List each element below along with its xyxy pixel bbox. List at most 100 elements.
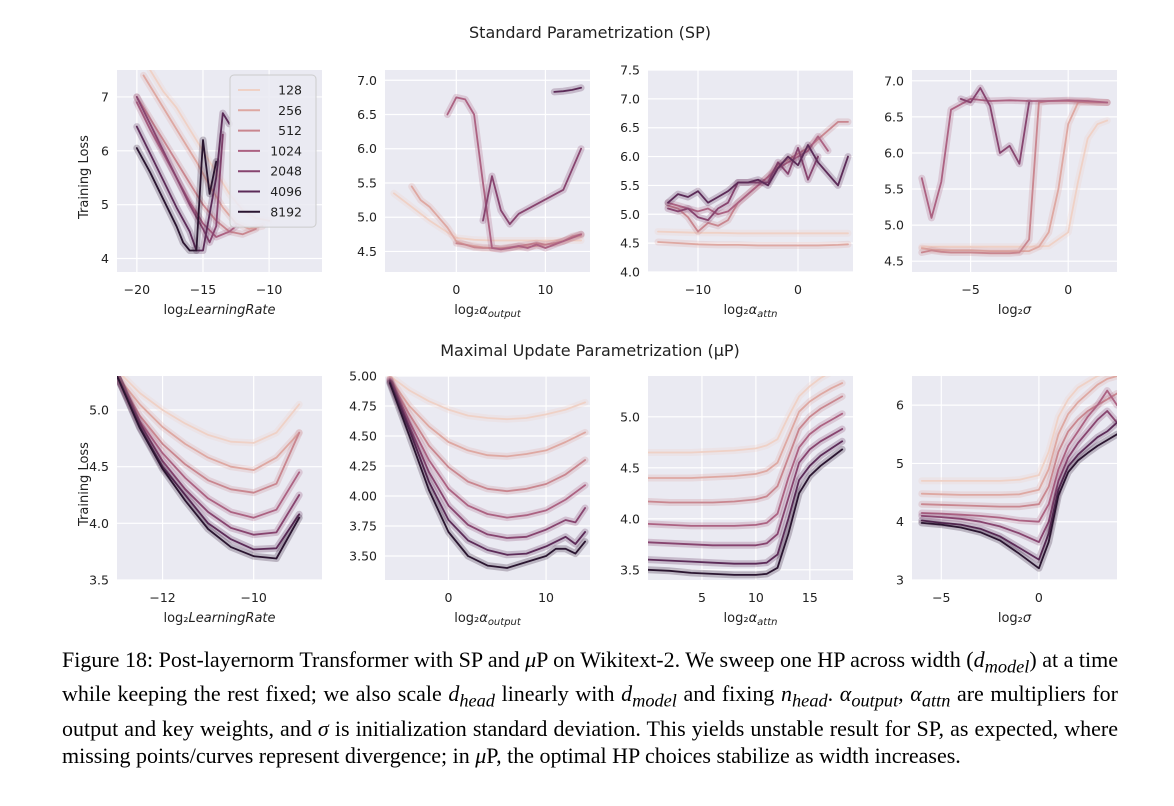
legend-box (229, 74, 317, 228)
legend-label-2048: 2048 (270, 164, 302, 179)
series-line-512 (920, 392, 1117, 508)
x-tick-label: 10 (537, 282, 553, 297)
x-axis-label: log₂σ (998, 303, 1032, 318)
y-tick-label: 3.5 (620, 562, 640, 577)
series-line-128 (920, 376, 1101, 482)
y-tick-label: 5.0 (357, 210, 377, 225)
x-axis-label: log₂αoutput (454, 303, 522, 320)
x-axis-label: log₂LearningRate (163, 611, 275, 626)
series-line-1024 (920, 389, 1117, 523)
caption-text: Figure 18: Post-layernorm Transformer wi… (62, 647, 1118, 768)
y-tick-label: 6.0 (884, 145, 904, 160)
y-tick-label: 4.0 (89, 516, 109, 531)
x-tick-label: 5 (698, 590, 706, 605)
x-tick-label: −10 (685, 282, 711, 297)
y-tick-label: 5.00 (349, 369, 377, 384)
y-tick-label: 6.0 (357, 141, 377, 156)
series-line-1024 (648, 412, 844, 527)
series-line-8192 (135, 139, 218, 252)
series-layer (918, 376, 1117, 572)
x-axis-label: log₂LearningRate (163, 303, 275, 318)
y-tick-label: 7.0 (620, 91, 640, 106)
x-tick-label: 0 (794, 282, 802, 297)
x-tick-label: 15 (802, 590, 818, 605)
series-line-512 (648, 395, 844, 504)
series-line-2048 (135, 96, 224, 244)
series-line-4096 (667, 144, 849, 204)
y-tick-label: 5.0 (620, 409, 640, 424)
y-tick-label: 4.5 (357, 244, 377, 259)
x-axis-label: log₂αattn (724, 611, 778, 628)
y-tick-label: 4.25 (349, 459, 377, 474)
y-tick-label: 6.0 (620, 149, 640, 164)
plot-area (385, 376, 590, 580)
series-line-8192 (648, 448, 844, 576)
series-line-1024 (388, 378, 586, 519)
series-line-2048 (117, 376, 301, 536)
y-tick-label: 5 (896, 456, 904, 471)
y-tick-label: 7.5 (620, 63, 640, 78)
row-title-sp: Standard Parametrization (SP) (469, 23, 711, 42)
y-tick-label: 7.0 (884, 73, 904, 88)
subplot-mup-attn: 5 10 15 3.5 4.0 4.5 5.0 log₂αattn (620, 376, 853, 628)
y-tick-label: 6.5 (357, 107, 377, 122)
x-tick-label: −5 (961, 282, 979, 297)
x-tick-label: 0 (1035, 590, 1043, 605)
series-line-2048 (388, 379, 586, 539)
x-axis-label: log₂αattn (724, 303, 778, 320)
series-line-1024 (117, 376, 301, 519)
series-layer (117, 376, 303, 562)
y-tick-label: 4.5 (884, 254, 904, 269)
series-line-8192 (920, 433, 1117, 570)
series-layer (918, 84, 1111, 257)
y-tick-label: 5.5 (884, 182, 904, 197)
y-axis-label: Training Loss (77, 442, 92, 527)
series-line-128 (388, 376, 586, 421)
y-tick-label: 3.75 (349, 519, 377, 534)
series-line-128 (392, 192, 582, 242)
x-tick-label: 10 (748, 590, 764, 605)
y-tick-label: 4.0 (620, 511, 640, 526)
x-tick-label: 0 (452, 282, 460, 297)
y-tick-label: 4.5 (89, 459, 109, 474)
subplot-mup-sigma: −5 0 3 4 5 6 log₂σ (896, 376, 1117, 626)
y-tick-label: 7.0 (357, 73, 377, 88)
y-tick-label: 4.50 (349, 429, 377, 444)
y-tick-label: 4.5 (620, 236, 640, 251)
series-layer (654, 118, 852, 249)
series-line-4096 (388, 381, 586, 556)
x-tick-label: −10 (240, 590, 266, 605)
y-tick-label: 3.50 (349, 549, 377, 564)
y-axis-label: Training Loss (77, 135, 92, 220)
series-line-2048 (959, 87, 1030, 165)
y-tick-label: 5 (101, 197, 109, 212)
legend-label-8192: 8192 (270, 204, 302, 219)
y-tick-label: 4.0 (620, 265, 640, 280)
y-tick-label: 5.0 (89, 403, 109, 418)
series-line-4096 (920, 421, 1117, 561)
subplot-sp-sigma: −5 0 4.5 5.0 5.5 6.0 6.5 7.0 log₂σ (884, 70, 1117, 318)
subplot-mup-lr: −12 −10 3.5 4.0 4.5 5.0 log₂LearningRate Traini… (77, 376, 322, 626)
series-line-1024 (667, 135, 829, 216)
series-line-8192 (388, 382, 586, 569)
figure: Standard Parametrization (SP) Maximal Up… (77, 23, 1117, 628)
y-tick-label: 5.0 (620, 207, 640, 222)
y-tick-label: 6 (101, 143, 109, 158)
subplot-grid: −20 −15 −10 4 5 6 7 log₂LearningRate Training Lo… (77, 63, 1117, 628)
series-line-1024 (135, 101, 237, 238)
series-line-4096 (553, 86, 582, 93)
x-tick-label: −5 (932, 590, 950, 605)
legend-label-4096: 4096 (270, 184, 302, 199)
legend-label-512: 512 (278, 123, 302, 138)
series-line-512 (117, 376, 301, 494)
y-tick-label: 5.0 (884, 218, 904, 233)
y-tick-label: 6 (896, 398, 904, 413)
y-tick-label: 4.75 (349, 399, 377, 414)
series-line-256 (920, 376, 1117, 496)
series-line-512 (388, 378, 586, 493)
subplot-sp-attn: −10 0 4.0 4.5 5.0 5.5 6.0 6.5 7.0 7.5 log₂αattn (620, 63, 853, 320)
legend-label-1024: 1024 (270, 143, 302, 158)
series-line-256 (657, 241, 849, 247)
legend-label-128: 128 (278, 83, 302, 98)
x-axis-label: log₂αoutput (454, 611, 522, 628)
